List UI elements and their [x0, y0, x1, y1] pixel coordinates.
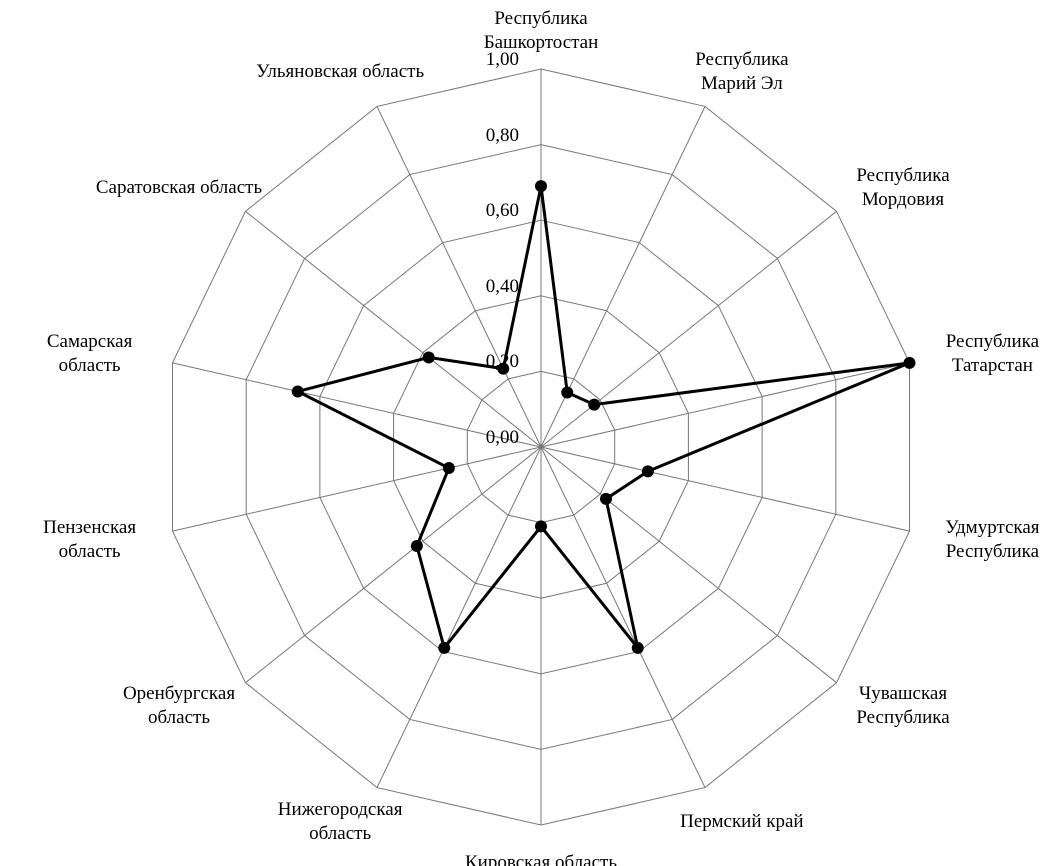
category-label: Пензенская область: [43, 516, 137, 562]
category-label: Нижегородская область: [277, 798, 403, 844]
tick-label: 0,80: [485, 124, 519, 146]
spoke: [376, 106, 542, 448]
data-point: [410, 539, 423, 552]
tick-label: 0,60: [485, 200, 519, 222]
category-label: Ульяновская область: [256, 61, 425, 83]
category-label: Республика Татарстан: [945, 331, 1040, 377]
data-point: [600, 492, 613, 505]
data-point: [561, 386, 574, 399]
data-point: [903, 356, 916, 369]
spoke: [540, 446, 910, 532]
spoke: [540, 446, 706, 788]
data-point: [535, 180, 547, 193]
data-point: [291, 385, 304, 398]
spoke: [245, 210, 542, 448]
spoke: [245, 446, 542, 684]
category-label: Пермский край: [680, 810, 804, 832]
category-label: Республика Марий Эл: [695, 49, 789, 95]
data-point: [631, 641, 644, 654]
data-point: [422, 351, 435, 364]
category-label: Республика Мордовия: [856, 164, 950, 210]
spoke: [540, 362, 910, 448]
category-label: Саратовская область: [95, 176, 263, 198]
spoke: [172, 362, 542, 448]
category-label: Чувашская Республика: [856, 683, 950, 729]
spoke: [540, 446, 837, 684]
spoke: [376, 446, 542, 788]
category-label: Оренбургская область: [122, 683, 236, 729]
category-label: Республика Башкортостан: [483, 8, 599, 53]
data-point: [535, 520, 547, 533]
category-label: Кировская область: [464, 852, 618, 866]
data-point: [442, 462, 455, 475]
tick-label: 0,40: [485, 275, 519, 297]
tick-label: 1,00: [485, 49, 519, 70]
category-label: Удмуртская Республика: [945, 516, 1040, 562]
spoke: [172, 446, 542, 532]
data-point: [588, 398, 601, 411]
data-point: [497, 362, 510, 375]
data-point: [641, 465, 654, 478]
data-point: [438, 641, 451, 654]
tick-label: 0,00: [485, 427, 519, 448]
data-line: [293, 185, 911, 652]
category-label: Самарская область: [46, 331, 133, 377]
tick-label: 0,20: [485, 351, 519, 373]
